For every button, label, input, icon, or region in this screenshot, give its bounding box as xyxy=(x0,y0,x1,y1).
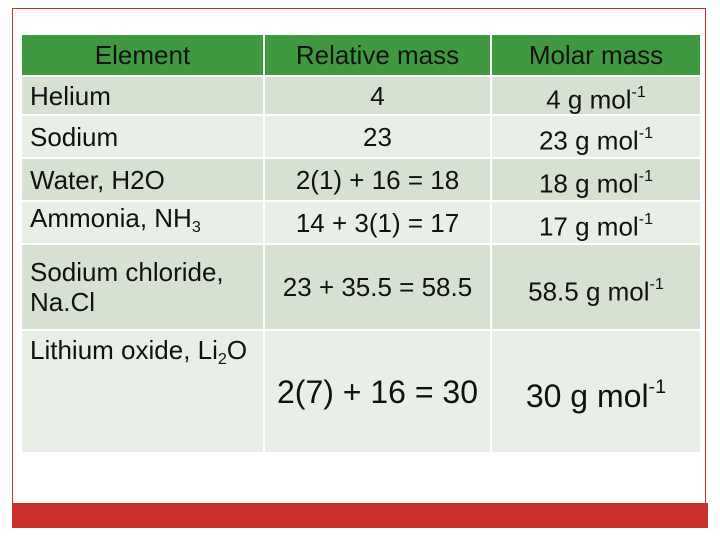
table-cell: 58.5 g mol-1 xyxy=(490,243,702,332)
mass-table: Element Relative mass Molar mass Helium 4 4 g… xyxy=(20,33,702,455)
cell-text: Element xyxy=(94,40,191,70)
superscript: -1 xyxy=(638,210,654,229)
superscript: -1 xyxy=(648,376,667,399)
table-row: Sodium chloride, Na.Cl 23 + 35.5 = 58.5 58… xyxy=(20,243,702,332)
cell-text: Water, H2O xyxy=(30,164,165,195)
table-cell: Helium xyxy=(20,74,265,117)
header-cell: Element xyxy=(20,33,265,77)
superscript: -1 xyxy=(649,274,664,293)
subscript: 3 xyxy=(191,218,201,237)
header-cell: Relative mass xyxy=(263,33,492,77)
table-cell: Lithium oxide, Li2O xyxy=(20,329,265,455)
cell-text: Sodium chloride, Na.Cl xyxy=(30,257,224,318)
table-row: Sodium 23 23 g mol-1 xyxy=(20,114,702,160)
cell-text: Sodium xyxy=(30,121,119,152)
footer-bar xyxy=(12,503,708,528)
table-cell: 23 xyxy=(263,114,492,160)
table-cell: 4 g mol-1 xyxy=(490,74,702,117)
table-cell: 18 g mol-1 xyxy=(490,157,702,203)
cell-text: 2(1) + 16 = 18 xyxy=(295,164,460,195)
table-cell: 23 g mol-1 xyxy=(490,114,702,160)
cell-text: 17 g mol xyxy=(538,211,639,242)
cell-text: 23 + 35.5 = 58.5 xyxy=(282,272,473,303)
table-cell: Ammonia, NH3 xyxy=(20,200,265,246)
table-cell: 17 g mol-1 xyxy=(490,200,702,246)
header-cell: Molar mass xyxy=(490,33,702,77)
cell-text: Relative mass xyxy=(295,40,460,70)
table-cell: Water, H2O xyxy=(20,157,265,203)
table-row: Ammonia, NH3 14 + 3(1) = 17 17 g mol-1 xyxy=(20,200,702,246)
cell-text: O xyxy=(226,335,248,366)
superscript: -1 xyxy=(631,83,646,101)
superscript: -1 xyxy=(638,124,654,143)
cell-text: 58.5 g mol xyxy=(528,275,650,306)
table-row: Water, H2O 2(1) + 16 = 18 18 g mol-1 xyxy=(20,157,702,203)
header-row: Element Relative mass Molar mass xyxy=(20,33,702,77)
cell-text: 23 xyxy=(363,121,392,152)
table-cell: Sodium xyxy=(20,114,265,160)
cell-text: 4 xyxy=(370,80,385,111)
table-cell: 2(7) + 16 = 30 xyxy=(263,329,492,455)
cell-text: Helium xyxy=(30,80,111,111)
table-cell: 23 + 35.5 = 58.5 xyxy=(263,243,492,332)
cell-text: 14 + 3(1) = 17 xyxy=(295,207,460,238)
cell-text: 18 g mol xyxy=(538,168,639,199)
cell-text: Lithium oxide, Li xyxy=(30,335,218,366)
cell-text: Ammonia, NH xyxy=(30,203,192,234)
table-row: Lithium oxide, Li2O 2(7) + 16 = 30 30 g mo… xyxy=(20,329,702,455)
cell-text: 30 g mol xyxy=(525,378,649,415)
table-cell: Sodium chloride, Na.Cl xyxy=(20,243,265,332)
superscript: -1 xyxy=(638,167,654,186)
table-row: Helium 4 4 g mol-1 xyxy=(20,74,702,117)
table-cell: 30 g mol-1 xyxy=(490,329,702,455)
table-cell: 4 xyxy=(263,74,492,117)
cell-text: 4 g mol xyxy=(546,84,632,115)
table-cell: 14 + 3(1) = 17 xyxy=(263,200,492,246)
table-cell: 2(1) + 16 = 18 xyxy=(263,157,492,203)
cell-text: 2(7) + 16 = 30 xyxy=(276,373,479,410)
subscript: 2 xyxy=(217,350,227,369)
cell-text: Molar mass xyxy=(528,40,664,70)
cell-text: 23 g mol xyxy=(538,125,639,156)
